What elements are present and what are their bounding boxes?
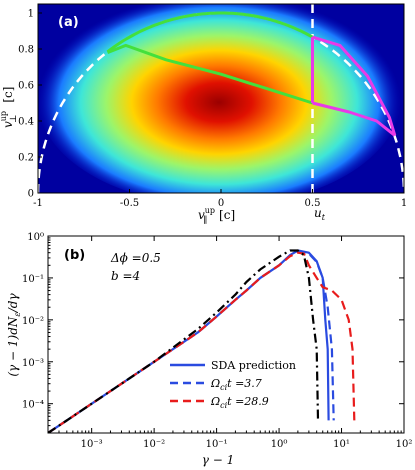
a-ytick-label: 0.6 — [18, 81, 34, 92]
panel-b-frame — [47, 235, 405, 434]
b-xtick-label: 10⁰ — [271, 439, 288, 450]
panel-b-label: (b) — [64, 248, 85, 263]
a-xtick-label: 0 — [218, 198, 224, 209]
b-xtick-label: 10⁻³ — [81, 439, 103, 450]
panel-b-lines — [48, 249, 356, 433]
legend-label-sda: SDA prediction — [211, 359, 296, 372]
a-ytick-label: 0 — [28, 189, 34, 200]
annotation-b: b =4 — [111, 269, 140, 283]
a-ytick-label: 0.2 — [18, 153, 34, 164]
a-ytick-label: 0.4 — [18, 117, 34, 128]
marker-ut-label: ut — [314, 206, 326, 222]
b-ytick-label: 10⁻³ — [22, 358, 44, 369]
b-ytick-label: 10⁰ — [27, 232, 44, 243]
b-ytick-label: 10⁻² — [22, 316, 44, 327]
panel-b-background — [48, 236, 404, 433]
panel-a-label: (a) — [58, 15, 79, 30]
panel-a-xlabel: vup ∥ [c] — [198, 206, 235, 226]
panel-a-curves — [38, 4, 404, 193]
b-xtick-label: 10¹ — [333, 439, 350, 450]
legend-label-t37: Ωcit =3.7 — [210, 377, 262, 392]
panel-b-ylabel: (γ − 1)dNε/dγ — [6, 293, 22, 377]
b-xtick-label: 10² — [396, 439, 413, 450]
legend: SDA prediction Ωcit =3.7 Ωcit =28.9 — [170, 359, 296, 410]
green-arc — [106, 11, 314, 53]
a-xtick-label: -1 — [33, 198, 43, 209]
density-blob — [38, 4, 401, 193]
panel-b-xlabel: γ − 1 — [202, 453, 235, 467]
magenta-upper-curve — [312, 35, 397, 136]
panel-b-ticks: 10⁻³ 10⁻² 10⁻¹ 10⁰ 10¹ 10² 10⁻⁴ 10⁻³ 10⁻² 10⁻¹ 10⁰ — [22, 232, 412, 450]
magenta-lower-curve — [312, 101, 396, 137]
series-line-2 — [48, 251, 356, 433]
a-xtick-label: 1 — [401, 198, 407, 209]
a-ytick-label: 1 — [28, 9, 34, 20]
b-xtick-label: 10⁻² — [143, 439, 165, 450]
annotation-dphi: Δϕ =0.5 — [110, 251, 161, 265]
panel-a-ylabel: vup⊥ [c] — [0, 87, 19, 128]
series-line-3 — [48, 249, 320, 433]
panel-a: -1 -0.5 0 0.5 1 0 0.2 0.4 0.6 0.8 1 (a) vup ∥ [c] u… — [0, 3, 407, 226]
b-ytick-label: 10⁻⁴ — [22, 400, 44, 411]
legend-label-t289: Ωcit =28.9 — [210, 395, 269, 410]
green-lower-curve — [106, 43, 313, 105]
a-ytick-label: 0.8 — [18, 45, 34, 56]
panel-a-ticks: -1 -0.5 0 0.5 1 0 0.2 0.4 0.6 0.8 1 — [18, 9, 407, 210]
panel-b: 10⁻³ 10⁻² 10⁻¹ 10⁰ 10¹ 10² 10⁻⁴ 10⁻³ 10⁻² 10⁻¹ 10⁰… — [6, 232, 412, 467]
b-ytick-label: 10⁻¹ — [22, 274, 44, 285]
a-xtick-label: 0.5 — [305, 198, 321, 209]
b-xtick-label: 10⁻¹ — [206, 439, 228, 450]
a-xtick-label: -0.5 — [120, 198, 139, 209]
